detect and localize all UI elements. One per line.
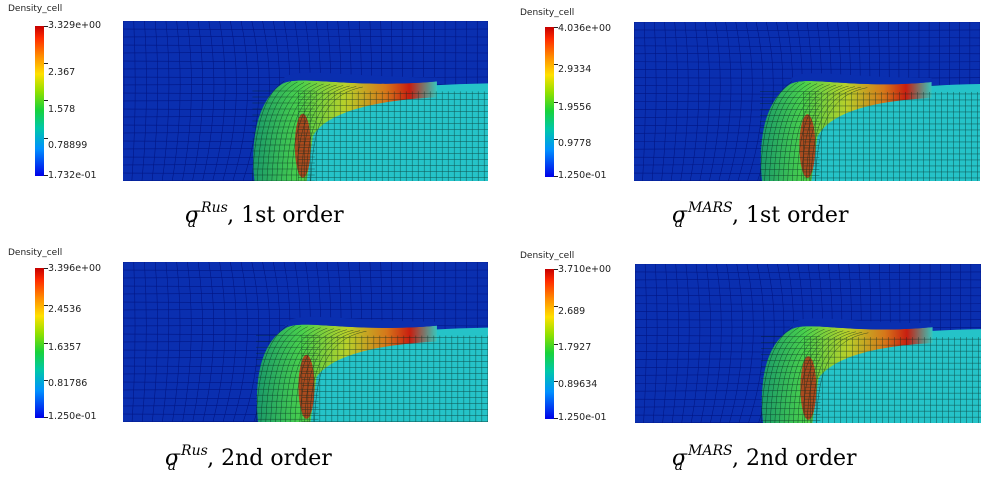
colorbar: [545, 27, 554, 177]
panel-caption: σRusa, 2nd order: [165, 443, 332, 474]
colorbar-title: Density_cell: [520, 8, 575, 18]
colorbar-min-label: 1.250e-01: [558, 170, 607, 181]
colorbar-tick-label: 0.78899: [48, 140, 88, 151]
panel-caption: σRusa, 1st order: [185, 200, 344, 231]
colorbar-tick-label: 1.9556: [558, 102, 592, 113]
colorbar-tick-label: 0.89634: [558, 379, 598, 390]
colorbar-tick-label: 1.578: [48, 104, 76, 115]
density-mesh-plot: [634, 22, 980, 181]
colorbar-tick-label: 2.9334: [558, 64, 592, 75]
colorbar-tick-label: 0.9778: [558, 138, 592, 149]
panel-caption: σMARSa, 1st order: [672, 200, 849, 231]
colorbar-min-label: 1.732e-01: [48, 170, 97, 181]
colorbar-title: Density_cell: [8, 248, 63, 258]
colorbar: [35, 268, 44, 418]
colorbar-title: Density_cell: [520, 251, 575, 261]
colorbar-min-label: 1.250e-01: [48, 411, 97, 422]
density-mesh-plot: [123, 21, 488, 181]
colorbar-tick-label: 0.81786: [48, 378, 88, 389]
density-mesh-plot: [635, 264, 981, 423]
colorbar-tick-label: 2.367: [48, 67, 76, 78]
colorbar-max-label: 3.329e+00: [48, 20, 102, 31]
colorbar: [35, 26, 44, 176]
panel-caption: σMARSa, 2nd order: [672, 443, 857, 474]
colorbar-max-label: 3.710e+00: [558, 264, 612, 275]
colorbar-tick-label: 2.4536: [48, 304, 82, 315]
colorbar-title: Density_cell: [8, 4, 63, 14]
colorbar-max-label: 4.036e+00: [558, 23, 612, 34]
colorbar-max-label: 3.396e+00: [48, 263, 102, 274]
colorbar-min-label: 1.250e-01: [558, 412, 607, 423]
colorbar: [545, 269, 554, 419]
colorbar-tick-label: 2.689: [558, 306, 586, 317]
colorbar-tick-label: 1.6357: [48, 342, 82, 353]
density-mesh-plot: [123, 262, 488, 422]
colorbar-tick-label: 1.7927: [558, 342, 592, 353]
